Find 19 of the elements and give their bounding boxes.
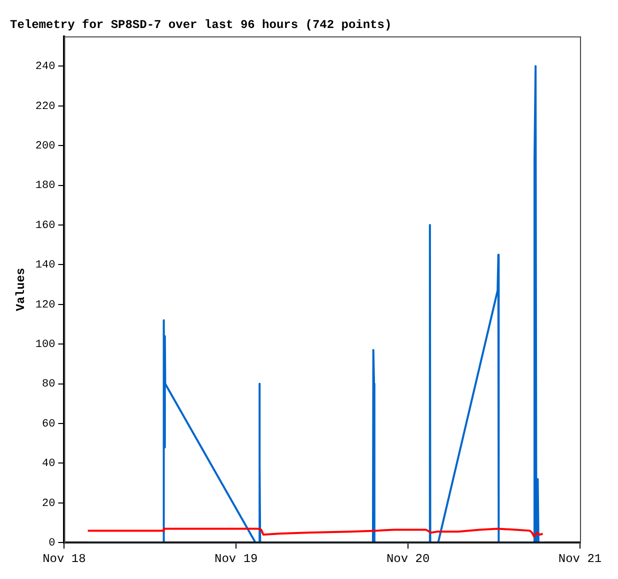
y-tick-label: 140 xyxy=(35,260,56,272)
y-tick-label: 120 xyxy=(35,299,56,312)
y-tick-label: 100 xyxy=(35,338,56,351)
y-tick-label: 220 xyxy=(35,100,56,113)
y-tick-label: 240 xyxy=(35,61,56,74)
y-tick-label: 0 xyxy=(48,538,56,550)
y-tick-label: 160 xyxy=(35,220,56,232)
y-tick-label: 180 xyxy=(35,180,56,192)
y-tick-label: 60 xyxy=(42,418,56,430)
x-tick-label: Nov 20 xyxy=(386,552,430,566)
y-tick-label: 20 xyxy=(42,498,56,510)
y-tick-label: 80 xyxy=(42,378,56,391)
y-tick-label: 40 xyxy=(42,458,56,470)
y-axis-title: Values xyxy=(14,268,28,312)
x-tick-label: Nov 21 xyxy=(558,552,602,566)
x-tick-label: Nov 19 xyxy=(214,552,258,566)
y-tick-label: 200 xyxy=(35,140,56,152)
x-tick-label: Nov 18 xyxy=(42,552,86,566)
chart-title: Telemetry for SP8SD-7 over last 96 hours (742 points) xyxy=(10,18,392,32)
